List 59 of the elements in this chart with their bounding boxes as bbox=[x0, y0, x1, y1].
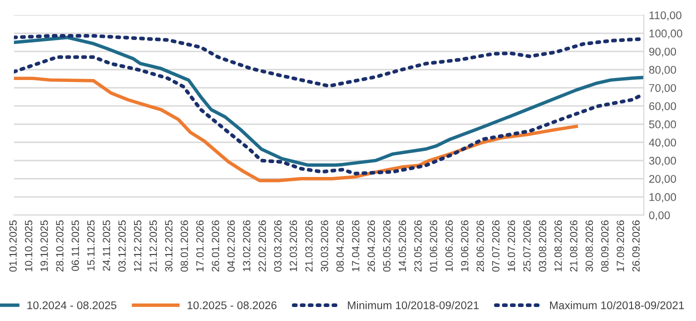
x-tick-label: 25.07.2026 bbox=[523, 220, 531, 272]
y-tick-label: 10,00 bbox=[650, 193, 676, 202]
y-tick-label: 90,00 bbox=[649, 48, 676, 57]
y-tick-label: 20,00 bbox=[649, 174, 676, 184]
x-tick-label: 16.07.2026 bbox=[508, 220, 516, 272]
y-tick-label: 110,00 bbox=[650, 11, 682, 21]
legend-label: Maximum 10/2018-09/2021 bbox=[550, 301, 684, 310]
x-tick-label: 21.12.2025 bbox=[150, 220, 157, 272]
x-tick-label: 07.07.2026 bbox=[492, 220, 500, 272]
x-tick-label: 13.02.2026 bbox=[242, 220, 250, 272]
x-tick-label: 08.01.2026 bbox=[180, 220, 188, 272]
x-tick-label: 23.05.2026 bbox=[414, 220, 422, 272]
x-tick-label: 30.12.2025 bbox=[165, 220, 172, 272]
x-tick-label: 14.05.2026 bbox=[398, 220, 406, 272]
x-tick-label: 04.02.2026 bbox=[227, 220, 235, 272]
y-tick-label: 0,00 bbox=[649, 211, 670, 221]
x-tick-label: 17.09.2026 bbox=[616, 220, 624, 272]
x-tick-label: 19.10.2025 bbox=[40, 220, 48, 272]
x-tick-label: 30.03.2026 bbox=[320, 220, 328, 272]
line-series bbox=[14, 36, 644, 167]
x-tick-label: 10.10.2025 bbox=[24, 220, 32, 272]
x-tick-label: 03.08.2026 bbox=[538, 220, 546, 272]
x-tick-label: 12.03.2026 bbox=[290, 220, 298, 272]
x-tick-label: 06.11.2025 bbox=[72, 220, 80, 271]
x-tick-label: 26.01.2026 bbox=[212, 220, 220, 272]
y-tick-label: 100,00 bbox=[650, 30, 682, 39]
x-tick-label: 03.12.2025 bbox=[118, 220, 126, 272]
legend-label: Minimum 10/2018-09/2021 bbox=[348, 301, 479, 310]
x-tick-label: 19.06.2026 bbox=[460, 220, 468, 272]
legend-label: 10.2025 - 08.2026 bbox=[188, 301, 277, 310]
x-tick-label: 22.02.2026 bbox=[258, 220, 266, 272]
y-tick-label: 70,00 bbox=[649, 84, 676, 94]
y-tick-label: 60,00 bbox=[649, 102, 676, 112]
x-tick-label: 26.09.2026 bbox=[632, 220, 640, 272]
legend-label: 10.2024 - 08.2025 bbox=[27, 301, 116, 310]
x-tick-label: 26.04.2026 bbox=[368, 220, 375, 272]
x-tick-label: 08.09.2026 bbox=[601, 220, 609, 272]
x-tick-label: 05.05.2026 bbox=[383, 220, 390, 272]
x-tick-label: 12.12.2025 bbox=[134, 220, 142, 272]
x-tick-label: 21.08.2026 bbox=[570, 220, 578, 272]
x-tick-label: 01.10.2025 bbox=[9, 220, 17, 272]
x-tick-label: 24.11.2025 bbox=[102, 220, 110, 271]
x-tick-label: 17.01.2026 bbox=[196, 220, 204, 272]
x-tick-label: 17.04.2026 bbox=[352, 220, 360, 272]
x-tick-label: 28.10.2025 bbox=[56, 220, 64, 272]
x-tick-label: 10.06.2026 bbox=[445, 220, 453, 272]
x-tick-label: 15.11.2025 bbox=[87, 220, 95, 270]
y-tick-label: 50,00 bbox=[649, 120, 676, 130]
y-tick-label: 80,00 bbox=[649, 66, 676, 76]
x-tick-label: 28.06.2026 bbox=[476, 220, 484, 272]
x-tick-label: 21.03.2026 bbox=[305, 220, 313, 272]
x-tick-label: 08.04.2026 bbox=[336, 220, 344, 272]
x-tick-label: 03.03.2026 bbox=[274, 220, 282, 272]
x-tick-label: 30.08.2026 bbox=[586, 220, 593, 272]
x-tick-label: 01.06.2026 bbox=[430, 220, 438, 272]
line-series bbox=[14, 76, 578, 182]
x-tick-label: 12.08.2026 bbox=[554, 220, 562, 272]
y-tick-label: 40,00 bbox=[648, 138, 676, 148]
y-tick-label: 30,00 bbox=[649, 156, 676, 166]
